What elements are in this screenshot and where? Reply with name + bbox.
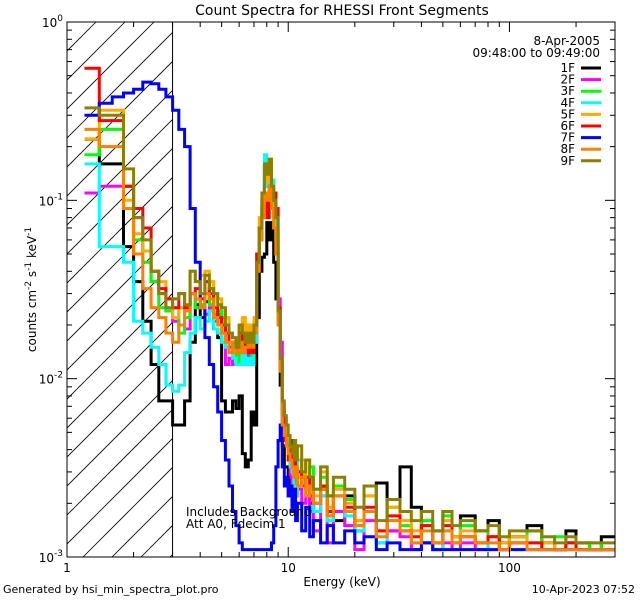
annotation-attenuator: Att A0, Fdecim 1 [186,517,286,531]
series-3F [84,127,615,552]
annotation-background: Includes Background [186,505,311,519]
x-tick-label: 100 [498,561,521,575]
footer-timestamp: 10-Apr-2023 07:52 [531,583,635,596]
legend: 8-Apr-2005 09:48:00 to 09:49:00 1F2F3F4F… [473,34,601,168]
y-tick-label: 100 [42,14,63,30]
series-7F [84,80,615,552]
y-tick-label: 10-3 [39,549,63,565]
hatch-line [67,205,173,313]
x-tick-label: 10 [281,561,296,575]
legend-label-2F: 2F [560,73,575,87]
footer-generated-by: Generated by hsi_min_spectra_plot.pro [3,583,219,596]
series-9F [84,106,615,545]
hatch-line [67,379,173,487]
hatch-line [67,234,173,342]
legend-label-8F: 8F [560,142,575,156]
legend-label-9F: 9F [560,154,575,168]
y-tick-label: 10-2 [39,371,63,387]
series-8F [84,127,615,552]
hatch-line [67,89,173,197]
series-layer [84,66,615,552]
legend-label-7F: 7F [560,131,575,145]
legend-label-1F: 1F [560,61,575,75]
series-2F [84,157,615,552]
chart-title: Count Spectra for RHESSI Front Segments [195,3,489,19]
annotation: Includes Background Att A0, Fdecim 1 [186,505,311,531]
hatch-line [67,408,173,516]
legend-label-4F: 4F [560,96,575,110]
series-5F [84,108,615,552]
legend-label-5F: 5F [560,107,575,121]
plot-frame [66,21,616,558]
hatch-line [67,437,173,545]
x-axis-label: Energy (keV) [303,575,380,589]
legend-time-range: 09:48:00 to 09:49:00 [473,46,600,60]
y-axis-label: counts cm-2 s-1 keV-1 [24,227,39,352]
x-tick-label: 1 [63,561,71,575]
legend-label-3F: 3F [560,84,575,98]
hatch-line [67,321,173,429]
x-axis-ticks: 1 10 100 [63,22,616,575]
hatch-line [67,263,173,371]
legend-date: 8-Apr-2005 [533,34,600,48]
hatch-line [67,31,173,139]
y-tick-label: 10-1 [39,192,63,208]
hatch-line [67,350,173,458]
y-axis-ticks: 100 10-1 10-2 10-3 [39,14,615,565]
legend-label-6F: 6F [560,119,575,133]
hatch-line [67,22,97,52]
